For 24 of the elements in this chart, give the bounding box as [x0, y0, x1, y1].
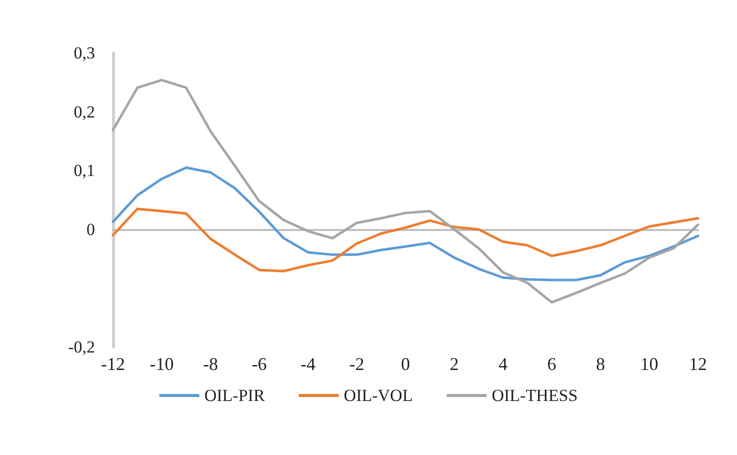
x-tick-label: 0 — [401, 354, 410, 374]
y-tick-label: 0,3 — [74, 44, 95, 62]
x-tick-label: 8 — [596, 354, 605, 374]
x-tick-label: -6 — [252, 354, 267, 374]
legend-label: OIL-VOL — [344, 386, 413, 405]
line-series — [112, 166, 700, 282]
x-tick-label: 4 — [498, 354, 508, 374]
y-tick-label: -0,2 — [68, 338, 95, 356]
legend-label: OIL-THESS — [492, 386, 578, 405]
y-tick-label: 0,2 — [74, 102, 95, 122]
x-tick-label: 10 — [640, 354, 658, 374]
x-tick-label: 12 — [689, 354, 707, 374]
x-tick-label: -12 — [101, 354, 125, 374]
y-tick-label: 0,1 — [74, 161, 95, 180]
x-tick-label: 2 — [450, 354, 459, 374]
x-tick-label: 6 — [547, 354, 556, 374]
y-tick-label: 0 — [86, 220, 95, 239]
x-tick-label: -2 — [349, 354, 364, 374]
line-series — [112, 208, 700, 272]
x-tick-label: -8 — [203, 354, 218, 374]
line-series — [112, 78, 700, 304]
legend-label: OIL-PIR — [204, 386, 266, 405]
x-tick-label: -10 — [150, 354, 174, 374]
x-tick-label: -4 — [300, 354, 316, 374]
